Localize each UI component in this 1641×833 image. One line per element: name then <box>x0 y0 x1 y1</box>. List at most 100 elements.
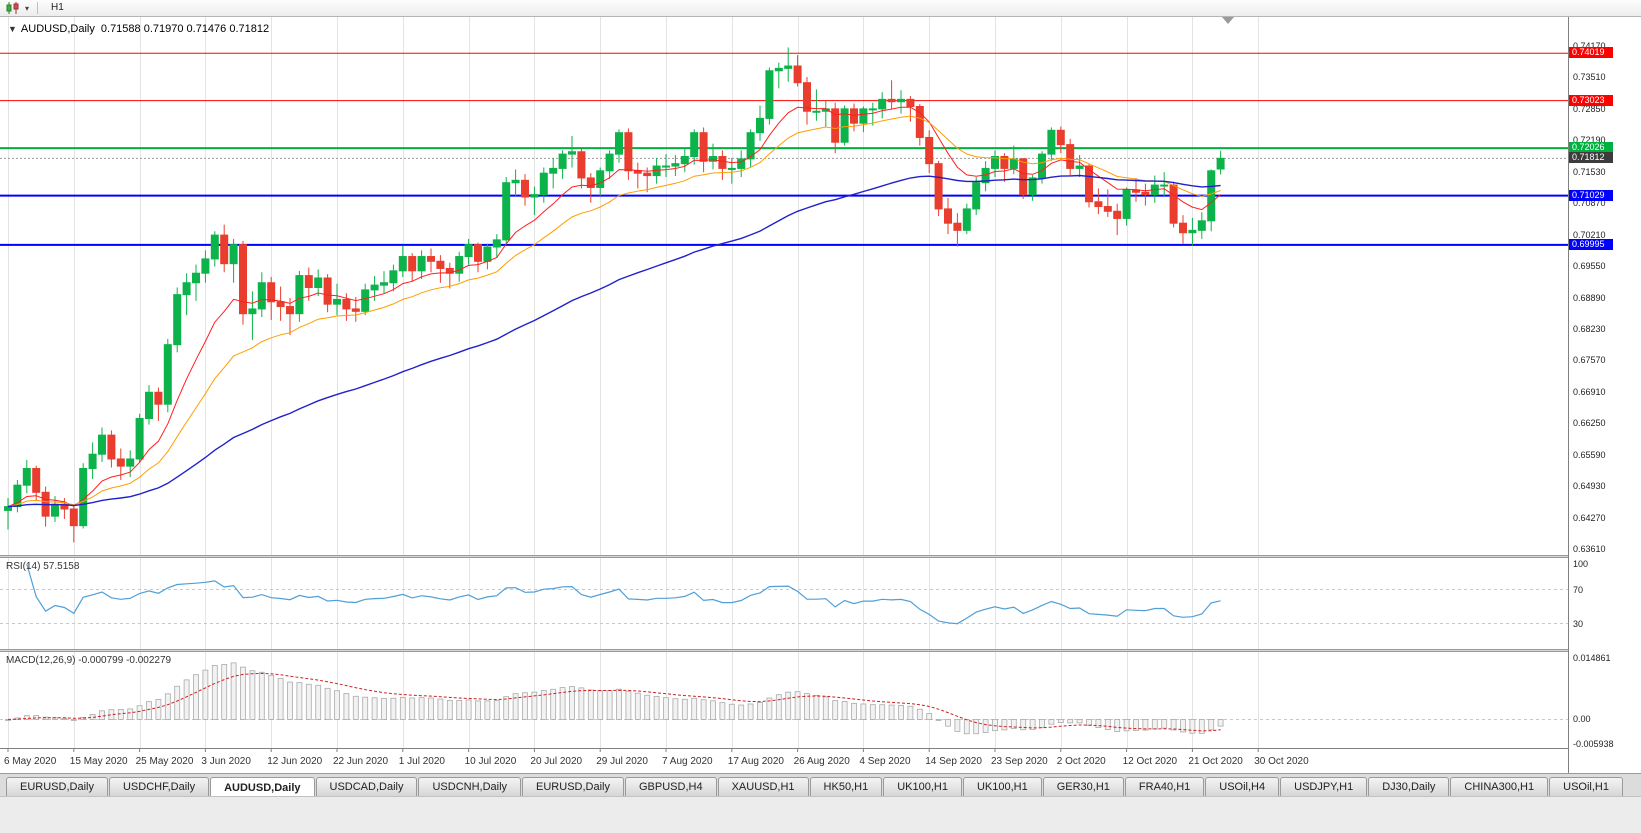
candle-body <box>586 177 595 188</box>
chart-type-dropdown-caret[interactable]: ▾ <box>24 3 29 13</box>
rsi-indicator-label: RSI(14) 57.5158 <box>6 561 80 572</box>
chart-tab-china300-h1[interactable]: CHINA300,H1 <box>1450 777 1549 796</box>
candle-body <box>427 256 435 262</box>
candle-body <box>1075 165 1084 169</box>
candle-body <box>502 182 511 241</box>
macd-bar <box>1208 719 1215 731</box>
candle-body <box>521 179 529 198</box>
candle-body <box>1141 191 1150 196</box>
candle-body <box>333 298 341 305</box>
chart-tab-usoil-h4[interactable]: USOil,H4 <box>1205 777 1280 796</box>
candle-body <box>1019 158 1028 196</box>
candle-body <box>1216 157 1225 170</box>
date-label: 29 Jul 2020 <box>596 756 648 767</box>
chart-tab-eurusd-daily[interactable]: EURUSD,Daily <box>522 777 624 796</box>
candle-body <box>1066 144 1075 169</box>
panel-separator[interactable] <box>0 649 1568 652</box>
candle-body <box>953 222 962 231</box>
timeframe-button-h1[interactable]: H1 <box>51 2 64 13</box>
date-label: 2 Oct 2020 <box>1057 756 1106 767</box>
macd-bar <box>710 700 716 720</box>
candle-body <box>4 506 12 511</box>
chart-tab-uk100-h1[interactable]: UK100,H1 <box>962 777 1042 796</box>
chart-tab-usdcnh-daily[interactable]: USDCNH,Daily <box>418 777 522 796</box>
h-line-price-tag: 0.71029 <box>1569 189 1613 201</box>
candle-body <box>22 468 31 486</box>
chart-tab-dj30-daily[interactable]: DJ30,Daily <box>1368 777 1450 796</box>
candlestick-icon <box>6 2 19 14</box>
chart-tab-usdchf-daily[interactable]: USDCHF,Daily <box>108 777 210 796</box>
macd-bar <box>841 701 848 720</box>
candle-body <box>1113 210 1122 219</box>
chart-tab-usoil-h1[interactable]: USOil,H1 <box>1549 777 1623 796</box>
price-axis-label: 0.71530 <box>1573 166 1606 177</box>
chart-area[interactable]: 6 May 2020 15 May 2020 25 May 2020 3 Jun 20… <box>0 17 1641 773</box>
rsi-axis-label: 70 <box>1573 584 1584 595</box>
chart-tab-eurusd-daily[interactable]: EURUSD,Daily <box>6 777 108 796</box>
candle-body <box>671 163 680 167</box>
candle-body <box>624 132 633 172</box>
macd-bar <box>522 692 528 720</box>
candle-body <box>436 260 445 269</box>
macd-bar <box>183 679 190 720</box>
panel-separator[interactable] <box>0 555 1568 558</box>
candle-body <box>286 306 294 315</box>
chart-tab-audusd-daily[interactable]: AUDUSD,Daily <box>210 777 315 797</box>
date-label: 6 May 2020 <box>4 756 57 767</box>
macd-bar <box>127 708 134 720</box>
chart-tab-hk50-h1[interactable]: HK50,H1 <box>809 777 883 796</box>
macd-bar <box>813 694 820 720</box>
macd-bar <box>155 699 162 720</box>
macd-bar <box>1142 719 1149 731</box>
candle-body <box>596 170 605 188</box>
chart-tab-usdjpy-h1[interactable]: USDJPY,H1 <box>1280 777 1368 796</box>
candle-body <box>887 98 896 103</box>
date-label: 17 Aug 2020 <box>728 756 785 767</box>
macd-bar <box>1039 719 1045 728</box>
candle-body <box>88 453 97 470</box>
macd-bar <box>1104 719 1111 730</box>
price-axis-label: 0.66250 <box>1573 418 1606 429</box>
chart-tab-gbpusd-h4[interactable]: GBPUSD,H4 <box>625 777 717 796</box>
candle-body <box>1038 153 1046 179</box>
macd-bar <box>766 697 773 720</box>
chart-shift-marker[interactable] <box>1222 17 1234 24</box>
one-click-trading-toggle[interactable]: ▼ <box>8 24 17 34</box>
chart-tab-ger30-h1[interactable]: GER30,H1 <box>1042 777 1124 796</box>
chart-type-icon[interactable] <box>4 2 22 15</box>
chart-tab-usdcad-daily[interactable]: USDCAD,Daily <box>315 777 418 796</box>
price-axis-label: 0.73510 <box>1573 72 1606 83</box>
price-chart-svg[interactable]: 6 May 2020 15 May 2020 25 May 2020 3 Jun 20… <box>0 17 1568 773</box>
macd-bar <box>963 719 970 735</box>
status-strip <box>0 796 1641 833</box>
date-label: 22 Jun 2020 <box>333 756 388 767</box>
candle-body <box>398 256 407 272</box>
candle-body <box>98 434 106 455</box>
date-label: 3 Jun 2020 <box>201 756 251 767</box>
chart-tab-xauusd-h1[interactable]: XAUUSD,H1 <box>717 777 809 796</box>
macd-bar <box>437 698 444 720</box>
macd-bar <box>719 702 726 720</box>
chart-tab-uk100-h1[interactable]: UK100,H1 <box>883 777 962 796</box>
macd-bar <box>578 687 585 720</box>
macd-bar <box>1123 719 1130 732</box>
candle-body <box>1056 129 1065 146</box>
macd-bar <box>99 710 105 720</box>
macd-bar <box>1189 719 1196 734</box>
macd-bar <box>869 704 876 720</box>
candle-body <box>51 503 59 517</box>
macd-bar <box>606 690 613 720</box>
candle-body <box>1197 220 1206 231</box>
gridlines <box>8 17 1259 748</box>
macd-bar <box>1029 719 1036 730</box>
macd-bar <box>418 697 425 720</box>
chart-tab-fra40-h1[interactable]: FRA40,H1 <box>1124 777 1205 796</box>
candle-body <box>643 172 652 177</box>
macd-bar <box>136 705 143 720</box>
macd-bar <box>851 702 857 720</box>
candle-body <box>267 282 276 303</box>
price-axis-label: 0.74170 <box>1573 41 1606 51</box>
date-label: 20 Jul 2020 <box>530 756 582 767</box>
candle-body <box>192 272 200 284</box>
macd-bar <box>493 700 500 720</box>
